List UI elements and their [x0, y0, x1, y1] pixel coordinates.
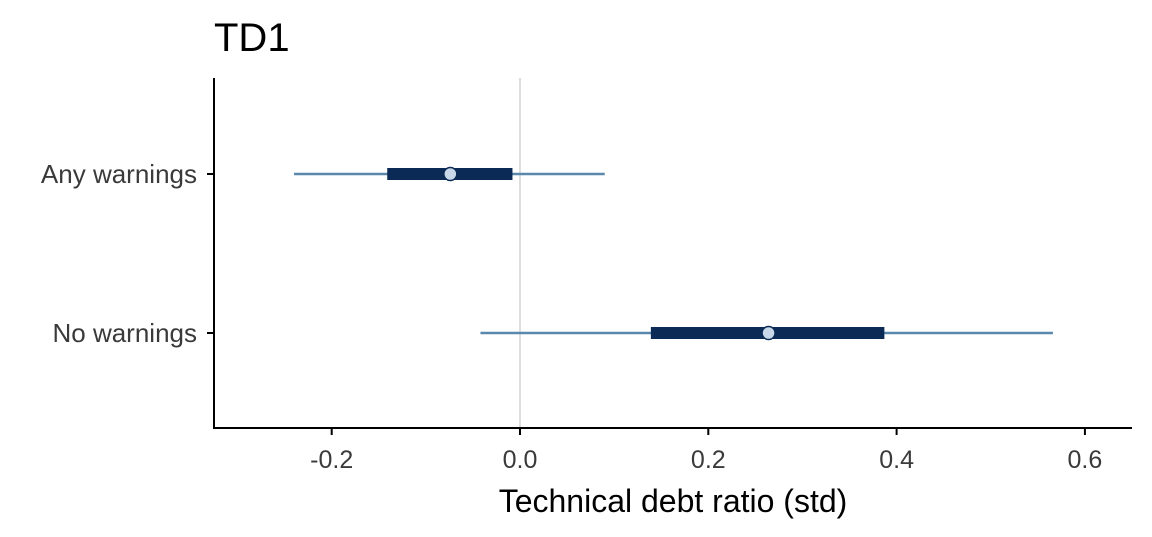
point-estimate: [443, 166, 458, 182]
x-tick-label: 0.0: [503, 446, 538, 474]
y-tick-label: No warnings: [52, 318, 197, 348]
chart-title: TD1: [214, 16, 290, 60]
x-tick-label: 0.4: [879, 446, 914, 474]
point-estimate: [761, 325, 776, 341]
y-axis-ticks: Any warnings No warnings: [41, 159, 214, 348]
x-axis-title: Technical debt ratio (std): [499, 483, 848, 519]
x-tick-label: 0.6: [1068, 446, 1103, 474]
x-axis-ticks: -0.2 0.0 0.2 0.4 0.6: [310, 428, 1102, 474]
x-tick-label: 0.2: [691, 446, 726, 474]
interval-layer: [294, 166, 1053, 341]
y-tick-label: Any warnings: [41, 159, 197, 189]
x-tick-label: -0.2: [310, 446, 353, 474]
